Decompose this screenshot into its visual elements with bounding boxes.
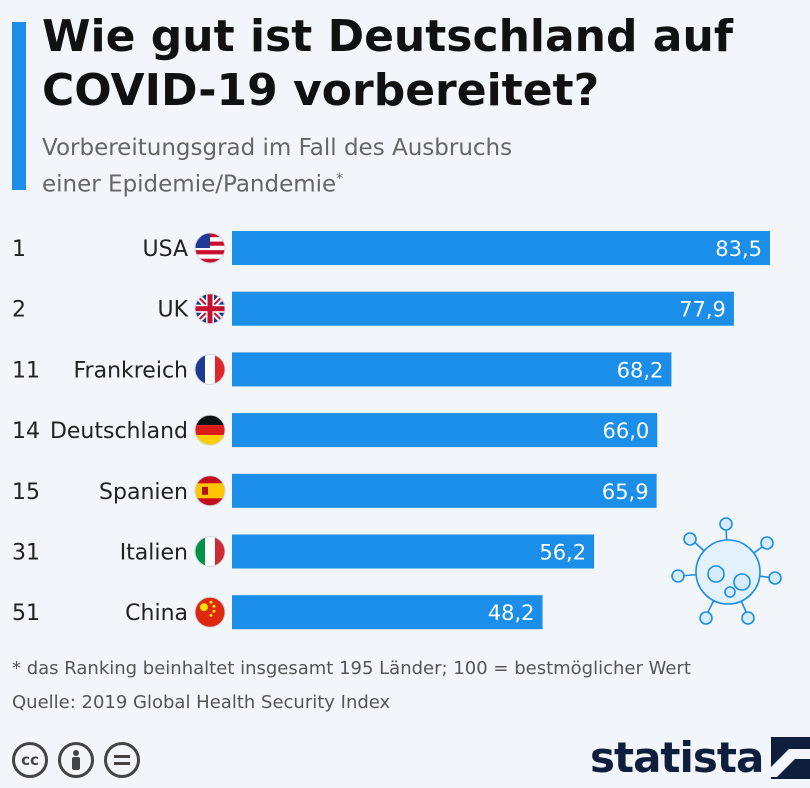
rank-label: 14 [12, 419, 40, 444]
rank-label: 15 [12, 480, 40, 505]
country-label: UK [157, 298, 188, 323]
bar [232, 413, 658, 448]
cc-icon[interactable]: cc [12, 742, 48, 778]
china-flag-icon [194, 596, 226, 628]
chart-row: 1 USA 83,5 [12, 231, 770, 265]
country-label: Deutschland [50, 419, 188, 444]
chart-row: 14 Deutschland 66,0 [12, 413, 658, 448]
rank-label: 51 [12, 601, 40, 626]
chart-title: Wie gut ist Deutschland auf COVID-19 vor… [42, 11, 733, 116]
value-label: 66,0 [602, 419, 649, 443]
uk-flag-icon [194, 293, 226, 325]
source-note: Quelle: 2019 Global Health Security Inde… [12, 692, 391, 713]
bar [232, 595, 543, 630]
subtitle-footnote-mark: * [336, 171, 344, 187]
bar [232, 534, 595, 569]
subtitle-line-2: einer Epidemie/Pandemie [42, 171, 337, 198]
country-label: USA [142, 237, 188, 262]
chart-row: 11 Frankreich 68,2 [12, 352, 672, 387]
italy-flag-icon [194, 536, 226, 567]
statista-mark-icon [771, 737, 810, 779]
no-derivatives-icon[interactable] [104, 742, 140, 778]
statista-logo[interactable]: statista [590, 733, 810, 783]
value-label: 48,2 [488, 601, 535, 625]
chart-row: 51 China 48,2 [12, 595, 543, 630]
country-label: Spanien [99, 480, 188, 505]
spain-flag-icon [194, 475, 226, 507]
us-flag-icon [194, 232, 226, 264]
value-label: 65,9 [602, 480, 649, 504]
bar [232, 473, 657, 508]
chart-row: 31 Italien 56,2 [12, 534, 595, 569]
rank-label: 31 [12, 541, 40, 566]
bar-chart: 1 USA 83,5 2 UK 77,9 11 Frankreich 68,2 14 Deutsch… [12, 231, 770, 630]
country-label: China [125, 601, 188, 626]
value-label: 56,2 [539, 541, 586, 565]
chart-row: 2 UK 77,9 [12, 291, 734, 326]
country-label: Frankreich [73, 358, 188, 383]
bar [232, 231, 770, 265]
value-label: 83,5 [715, 237, 762, 261]
attribution-icon[interactable] [58, 742, 94, 778]
germany-flag-icon [194, 414, 226, 446]
bar [232, 291, 734, 326]
france-flag-icon [194, 353, 226, 385]
value-label: 77,9 [679, 298, 726, 322]
rank-label: 2 [12, 298, 26, 323]
chart-row: 15 Spanien 65,9 [12, 473, 657, 508]
chart-subtitle: Vorbereitungsgrad im Fall des Ausbruchs … [42, 133, 742, 201]
accent-bar [12, 22, 26, 190]
virus-icon [671, 517, 782, 625]
brand-name: statista [590, 733, 764, 782]
rank-label: 1 [12, 237, 26, 262]
subtitle-line-1: Vorbereitungsgrad im Fall des Ausbruchs [42, 135, 513, 161]
footnote: * das Ranking beinhaltet insgesamt 195 L… [12, 658, 691, 679]
license-icons: cc [12, 742, 140, 782]
bar [232, 352, 672, 387]
value-label: 68,2 [617, 358, 664, 382]
country-label: Italien [120, 541, 188, 566]
rank-label: 11 [12, 358, 40, 383]
